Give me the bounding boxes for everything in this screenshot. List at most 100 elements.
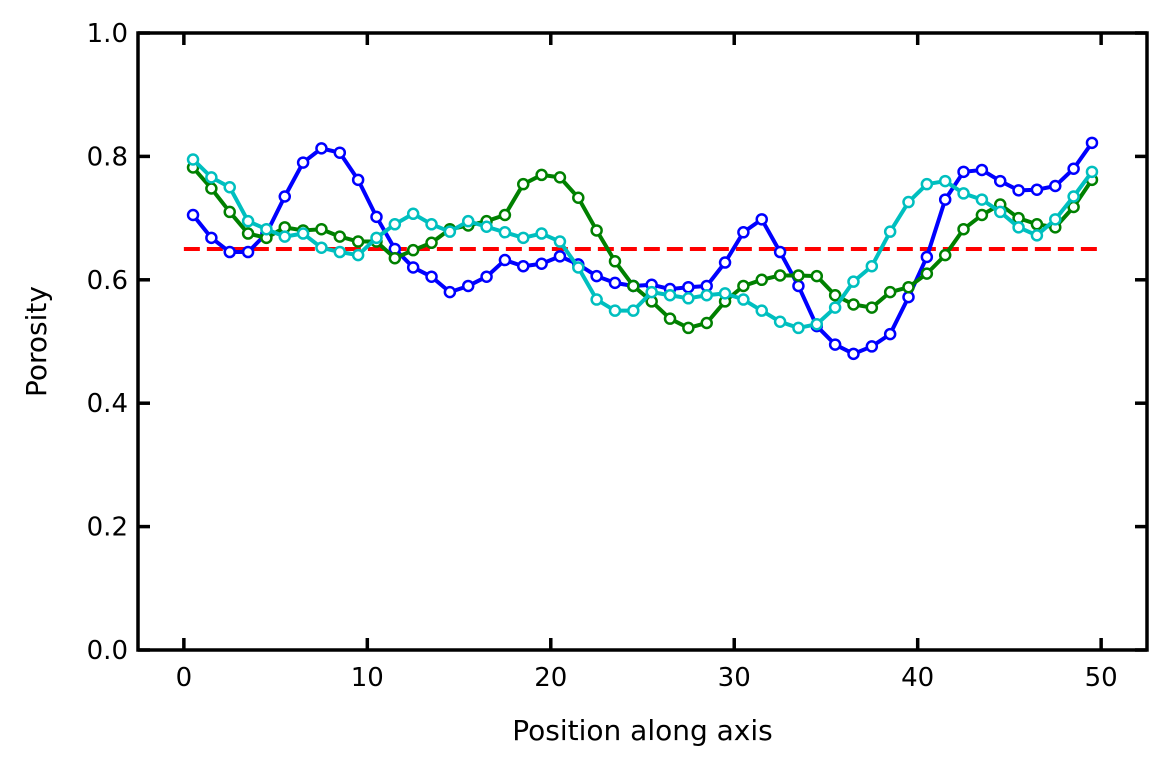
series-1-point xyxy=(975,163,989,177)
series-1-point xyxy=(590,269,603,283)
series-1-point xyxy=(443,285,457,299)
series-3-point xyxy=(975,193,989,206)
series-3-point xyxy=(810,317,824,331)
series-1-point xyxy=(351,173,365,187)
series-2-point xyxy=(920,267,934,280)
series-2-point xyxy=(773,269,787,282)
series-2-point xyxy=(205,182,218,195)
series-1-point xyxy=(241,245,255,259)
series-3-point xyxy=(425,218,438,231)
series-3-point xyxy=(608,304,622,317)
series-3-point xyxy=(828,301,842,314)
series-1-point xyxy=(296,156,310,169)
series-3-point xyxy=(1030,229,1044,242)
series-2-point xyxy=(315,222,328,236)
series-3-point xyxy=(186,153,200,166)
series-3-point xyxy=(1085,165,1099,179)
series-2-point xyxy=(663,312,677,325)
series-2-point xyxy=(737,279,750,293)
series-3-point xyxy=(535,227,548,240)
series-1-point xyxy=(425,270,438,283)
x-tick-label: 10 xyxy=(351,663,384,693)
series-1-point xyxy=(865,340,879,353)
series-3-point xyxy=(498,226,512,239)
series-3-point xyxy=(333,245,347,259)
series-2-point xyxy=(498,208,512,222)
x-tick-label: 30 xyxy=(718,663,751,693)
series-2-point xyxy=(406,243,420,257)
series-2-point xyxy=(682,321,695,335)
x-tick-label: 20 xyxy=(534,663,567,693)
series-2-point xyxy=(388,251,402,265)
series-3-point xyxy=(553,235,567,248)
series-1-point xyxy=(461,279,475,293)
series-3-point xyxy=(480,220,493,233)
series-1-point xyxy=(517,259,530,273)
series-1-point xyxy=(902,290,915,304)
series-1-point xyxy=(792,279,805,293)
series-1-point xyxy=(608,276,622,290)
series-2-point xyxy=(957,222,970,236)
x-tick-label: 50 xyxy=(1085,663,1118,693)
series-3-point xyxy=(370,231,383,245)
series-3-point xyxy=(443,225,457,238)
series-3-point xyxy=(902,195,915,209)
series-3 xyxy=(186,153,1099,335)
series-1-point xyxy=(737,226,750,239)
series-3-point xyxy=(260,222,273,236)
y-tick-label: 1.0 xyxy=(87,19,128,49)
series-1-point xyxy=(223,245,236,259)
series-2-point xyxy=(847,298,860,311)
series-3-point xyxy=(718,287,732,300)
series-3-point xyxy=(755,304,768,317)
series-2-point xyxy=(700,316,713,330)
series-2-point xyxy=(241,227,255,240)
series-3-point xyxy=(517,231,530,245)
series-3-point xyxy=(315,241,328,254)
series-3-point xyxy=(865,259,879,273)
series-2-point xyxy=(938,248,952,262)
x-tick-label: 40 xyxy=(901,663,934,693)
series-2-point xyxy=(865,301,879,314)
series-2-point xyxy=(883,285,897,299)
series-3-point xyxy=(737,293,750,306)
series-3-point xyxy=(627,304,640,317)
y-tick-label: 0.4 xyxy=(87,389,128,419)
y-tick-label: 0.8 xyxy=(87,142,128,172)
series-3-point xyxy=(920,177,934,191)
series-3-point xyxy=(663,288,677,302)
series-2-point xyxy=(351,235,365,248)
series-2-point xyxy=(828,288,842,302)
series-1-point xyxy=(773,245,787,259)
series-1-point xyxy=(755,213,768,226)
series-2-point xyxy=(553,171,567,184)
series-2-point xyxy=(590,224,603,237)
series-3-point xyxy=(682,292,695,305)
plot-background xyxy=(138,33,1147,650)
series-2-point xyxy=(572,191,585,204)
series-3-point xyxy=(957,187,970,200)
series-2-point xyxy=(517,177,530,191)
series-3-point xyxy=(700,288,713,302)
series-2-point xyxy=(535,168,548,182)
series-3-point xyxy=(406,207,420,221)
series-3-point xyxy=(938,174,952,188)
y-tick-label: 0.2 xyxy=(87,513,128,543)
series-3-point xyxy=(461,214,475,228)
series-3-point xyxy=(223,181,236,194)
series-1-point xyxy=(370,210,383,224)
series-2-point xyxy=(902,280,915,294)
series-1-point xyxy=(186,208,200,222)
series-1-point xyxy=(1067,162,1080,175)
series-3-point xyxy=(241,214,255,228)
series-1-point xyxy=(920,250,934,264)
series-3-point xyxy=(590,293,603,306)
series-3-point xyxy=(1067,190,1080,203)
series-3-point xyxy=(792,321,805,335)
axes-border xyxy=(136,31,1149,652)
series-1-point xyxy=(205,231,218,245)
series-1-point xyxy=(498,253,512,267)
series-3-point xyxy=(645,285,658,299)
series-3-point xyxy=(1012,221,1025,234)
series-1-point xyxy=(847,347,860,361)
